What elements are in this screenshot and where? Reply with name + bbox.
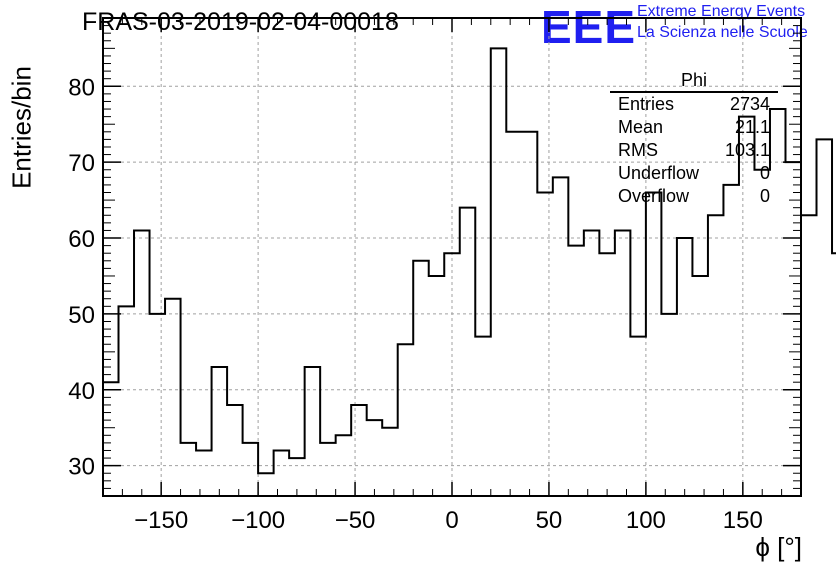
stats-value: 103.1 [724,140,770,160]
x-tick-label: −150 [134,507,188,534]
stats-row-overflow: Overflow 0 [610,185,778,208]
logo-line2: La Scienza nelle Scuole [637,24,808,41]
y-tick-label: 80 [68,74,95,101]
y-tick-label: 40 [68,378,95,405]
stats-box: Phi Entries 2734 Mean 21.1 RMS 103.1 Und… [610,70,778,208]
stats-row-entries: Entries 2734 [610,93,778,116]
y-tick-label: 30 [68,454,95,481]
x-tick-label: 0 [445,507,458,534]
y-tick-label: 60 [68,226,95,253]
stats-label: RMS [618,140,658,160]
stats-value: 2734 [729,94,770,114]
logo-line1: Extreme Energy Events [637,3,806,20]
stats-value: 0 [759,163,770,183]
stats-row-mean: Mean 21.1 [610,116,778,139]
stats-header: Phi [610,70,778,93]
stats-label: Overflow [618,186,690,206]
x-tick-label: 50 [536,507,563,534]
x-tick-label: −100 [231,507,285,534]
y-tick-label: 50 [68,302,95,329]
stats-value: 0 [759,186,770,206]
stats-label: Underflow [618,163,700,183]
logo-mark: EEE [541,1,637,53]
chart-title: FRAS-03-2019-02-04-00018 [82,8,399,36]
stats-row-rms: RMS 103.1 [610,139,778,162]
stats-value: 21.1 [734,117,770,137]
stats-row-underflow: Underflow 0 [610,162,778,185]
x-tick-label: −50 [335,507,376,534]
histogram-line [103,47,836,475]
stats-label: Mean [618,117,664,137]
stats-label: Entries [618,94,675,114]
x-tick-label: 100 [626,507,666,534]
y-tick-label: 70 [68,150,95,177]
x-tick-label: 150 [723,507,763,534]
x-axis-label: ϕ [°] [755,532,802,562]
